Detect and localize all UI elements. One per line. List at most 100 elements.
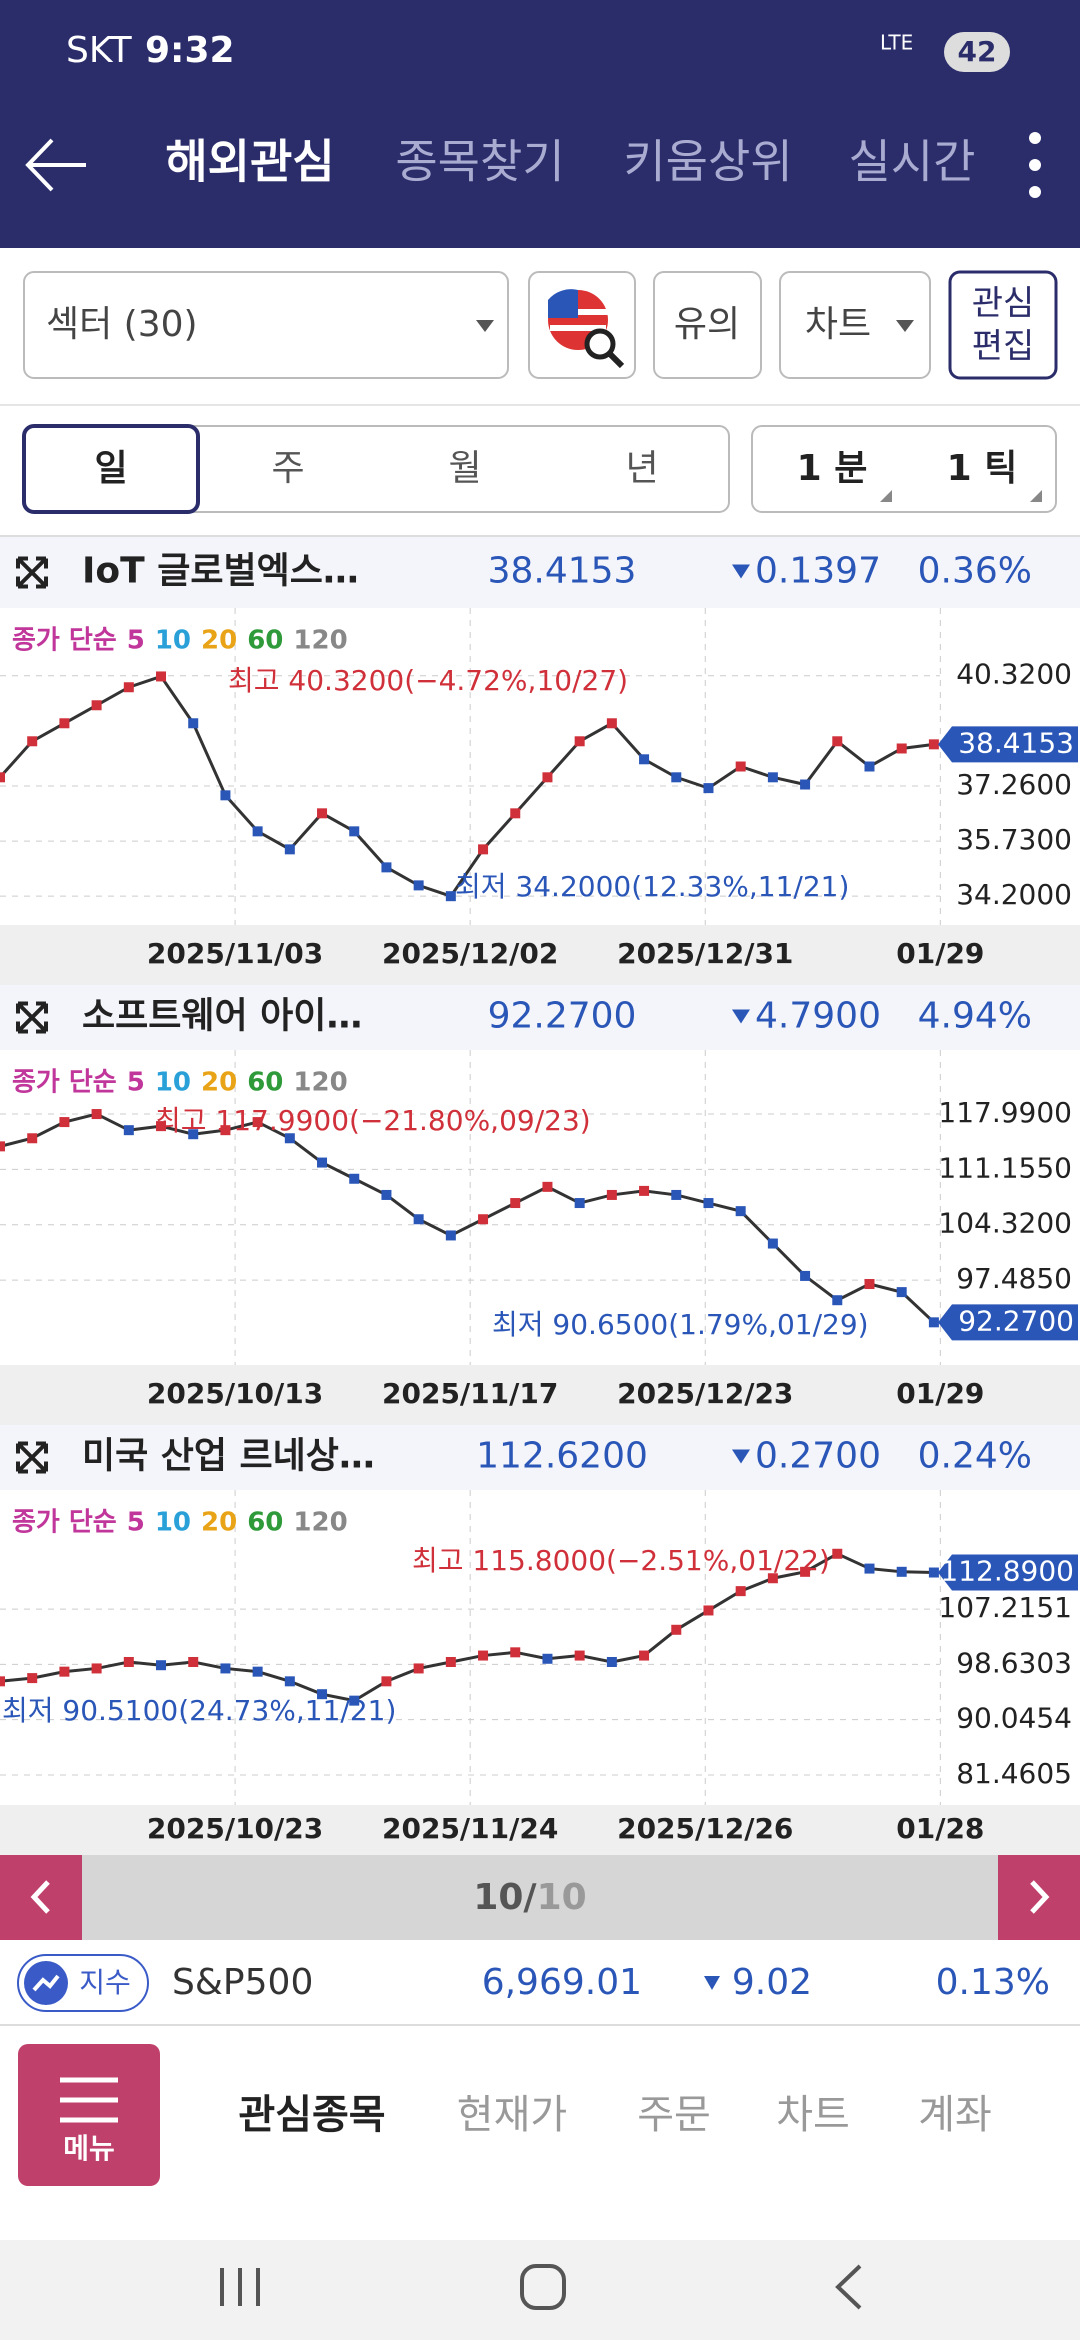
x-tick-label: 01/28 [896, 1812, 984, 1845]
price-point [317, 1157, 328, 1168]
period-tab[interactable]: 월 [448, 448, 481, 489]
clock: 9:32 [145, 30, 235, 71]
x-tick-label: 2025/12/02 [382, 937, 558, 970]
bottom-tab[interactable]: 현재가 [457, 2092, 567, 2138]
price-point [413, 1214, 424, 1225]
x-tick-label: 2025/12/26 [617, 1812, 793, 1845]
x-axis-bar [0, 1365, 1080, 1425]
price-point [284, 1133, 295, 1144]
x-tick-label: 2025/10/23 [147, 1812, 323, 1845]
tick-button[interactable]: 1 틱 [947, 448, 1018, 489]
panel-header [0, 537, 1080, 608]
price-point [800, 779, 811, 790]
price-point [445, 1656, 456, 1667]
y-tick-label: 107.2151 [938, 1591, 1072, 1624]
menu-button[interactable] [18, 2044, 160, 2186]
sector-select[interactable] [23, 271, 509, 379]
expand-icon[interactable] [16, 1441, 48, 1474]
chart-select[interactable] [779, 271, 931, 379]
caution-button[interactable] [653, 271, 762, 379]
y-tick-label: 81.4605 [956, 1757, 1072, 1790]
period-tab[interactable]: 주 [271, 448, 304, 489]
legend-label: 120 [293, 626, 347, 656]
expand-icon[interactable] [16, 556, 48, 589]
price-point [27, 1133, 38, 1144]
prev-page[interactable] [0, 1855, 82, 1940]
next-page[interactable] [998, 1855, 1080, 1940]
header-tab[interactable]: 키움상위 [623, 135, 792, 189]
panel-change: 4.7900 [755, 996, 881, 1037]
period-tab[interactable]: 일 [94, 448, 127, 489]
period-tab-active [22, 424, 200, 514]
edit-button[interactable] [948, 270, 1058, 380]
price-point [0, 772, 5, 783]
recent-apps[interactable] [220, 2268, 260, 2306]
price-point [864, 761, 875, 772]
price-point [156, 1660, 167, 1671]
last-value-badge [938, 726, 1078, 763]
high-label: 최고 115.8000(−2.51%,01/22) [412, 1544, 830, 1577]
home-button[interactable] [520, 2264, 566, 2310]
back-nav[interactable] [835, 2264, 862, 2310]
price-point [59, 1666, 70, 1677]
y-tick-label: 90.0454 [956, 1702, 1072, 1735]
price-point [671, 772, 682, 783]
price-point [703, 1198, 714, 1209]
down-arrow [732, 1009, 750, 1024]
bottom-tab[interactable]: 계좌 [918, 2092, 992, 2138]
legend-label: 10 [155, 1508, 191, 1538]
price-point [767, 1573, 778, 1584]
battery-level: 42 [958, 35, 997, 68]
price-point [252, 826, 263, 837]
price-point [510, 1647, 521, 1658]
price-point [413, 1663, 424, 1674]
price-point [639, 754, 650, 765]
bottom-tab[interactable]: 주문 [637, 2092, 711, 2138]
price-point [91, 700, 102, 711]
back-button[interactable] [25, 138, 86, 192]
dropdown-icon [476, 320, 494, 332]
legend-label: 5 [127, 1508, 145, 1538]
price-point [703, 783, 714, 794]
low-label: 최저 90.6500(1.79%,01/29) [492, 1308, 869, 1341]
price-point [928, 1567, 939, 1578]
legend-label: 60 [247, 626, 283, 656]
price-point [864, 1279, 875, 1290]
price-point [510, 1198, 521, 1209]
x-axis-bar [0, 1805, 1080, 1855]
legend-label: 10 [155, 1068, 191, 1098]
price-point [349, 826, 360, 837]
x-tick-label: 2025/11/03 [147, 937, 323, 970]
header-tab[interactable]: 종목찾기 [395, 135, 564, 189]
search-handle [606, 350, 625, 369]
pager-total: 10 [537, 1877, 587, 1918]
pager-sep: / [523, 1877, 537, 1918]
header-tab[interactable]: 해외관심 [165, 135, 334, 189]
y-tick-label: 111.1550 [938, 1151, 1072, 1184]
panel-name: 소프트웨어 아이… [82, 996, 362, 1037]
bottom-tab[interactable]: 차트 [776, 2092, 850, 2138]
price-point [156, 1121, 167, 1132]
price-point [0, 1676, 5, 1687]
more-button[interactable] [1029, 132, 1041, 198]
price-point [381, 862, 392, 873]
minute-button[interactable]: 1 분 [797, 448, 868, 489]
low-label: 최저 90.5100(24.73%,11/21) [2, 1694, 396, 1727]
price-point [896, 1566, 907, 1577]
legend-label: 10 [155, 626, 191, 656]
pager [0, 1855, 1080, 1940]
header-tab[interactable]: 실시간 [849, 135, 976, 189]
legend-label: 20 [201, 1068, 237, 1098]
expand-icon[interactable] [16, 1001, 48, 1034]
period-tab[interactable]: 년 [625, 448, 658, 489]
pager-arrows [30, 1880, 1050, 1914]
bottom-tab[interactable]: 관심종목 [238, 2092, 385, 2138]
price-point [542, 772, 553, 783]
ticker-row[interactable] [0, 1942, 1080, 2024]
sector-label: 섹터 (30) [46, 304, 198, 345]
price-point [220, 1663, 231, 1674]
last-value-label: 38.4153 [958, 726, 1074, 759]
last-value-label: 112.8900 [940, 1555, 1074, 1588]
y-tick-label: 97.4850 [956, 1262, 1072, 1295]
panel-price: 38.4153 [488, 551, 637, 592]
